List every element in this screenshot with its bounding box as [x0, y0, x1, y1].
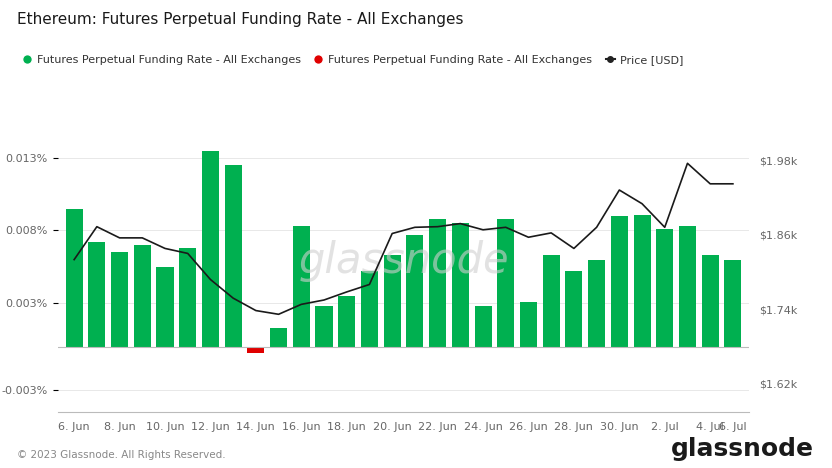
Bar: [633, 214, 651, 346]
Bar: [406, 235, 423, 346]
Bar: [111, 252, 128, 346]
Legend: Futures Perpetual Funding Rate - All Exchanges, Futures Perpetual Funding Rate -: Futures Perpetual Funding Rate - All Exc…: [22, 55, 684, 65]
Bar: [474, 306, 492, 346]
Text: Ethereum: Futures Perpetual Funding Rate - All Exchanges: Ethereum: Futures Perpetual Funding Rate…: [17, 12, 463, 27]
Text: glassnode: glassnode: [671, 437, 814, 461]
Bar: [656, 229, 673, 346]
Bar: [247, 346, 265, 353]
Bar: [361, 271, 378, 346]
Bar: [429, 219, 446, 346]
Bar: [88, 242, 106, 346]
Bar: [270, 329, 287, 346]
Bar: [66, 209, 82, 346]
Text: glassnode: glassnode: [298, 240, 509, 282]
Text: © 2023 Glassnode. All Rights Reserved.: © 2023 Glassnode. All Rights Reserved.: [17, 450, 225, 460]
Bar: [452, 223, 468, 346]
Bar: [202, 151, 219, 346]
Bar: [156, 267, 174, 346]
Bar: [498, 219, 514, 346]
Bar: [315, 306, 333, 346]
Bar: [611, 216, 628, 346]
Bar: [134, 245, 151, 346]
Bar: [566, 271, 582, 346]
Bar: [701, 255, 719, 346]
Bar: [725, 259, 741, 346]
Bar: [384, 255, 401, 346]
Bar: [588, 259, 605, 346]
Bar: [520, 301, 537, 346]
Bar: [542, 255, 560, 346]
Bar: [679, 226, 696, 346]
Bar: [339, 296, 355, 346]
Bar: [179, 248, 196, 346]
Bar: [225, 165, 241, 346]
Bar: [293, 226, 310, 346]
